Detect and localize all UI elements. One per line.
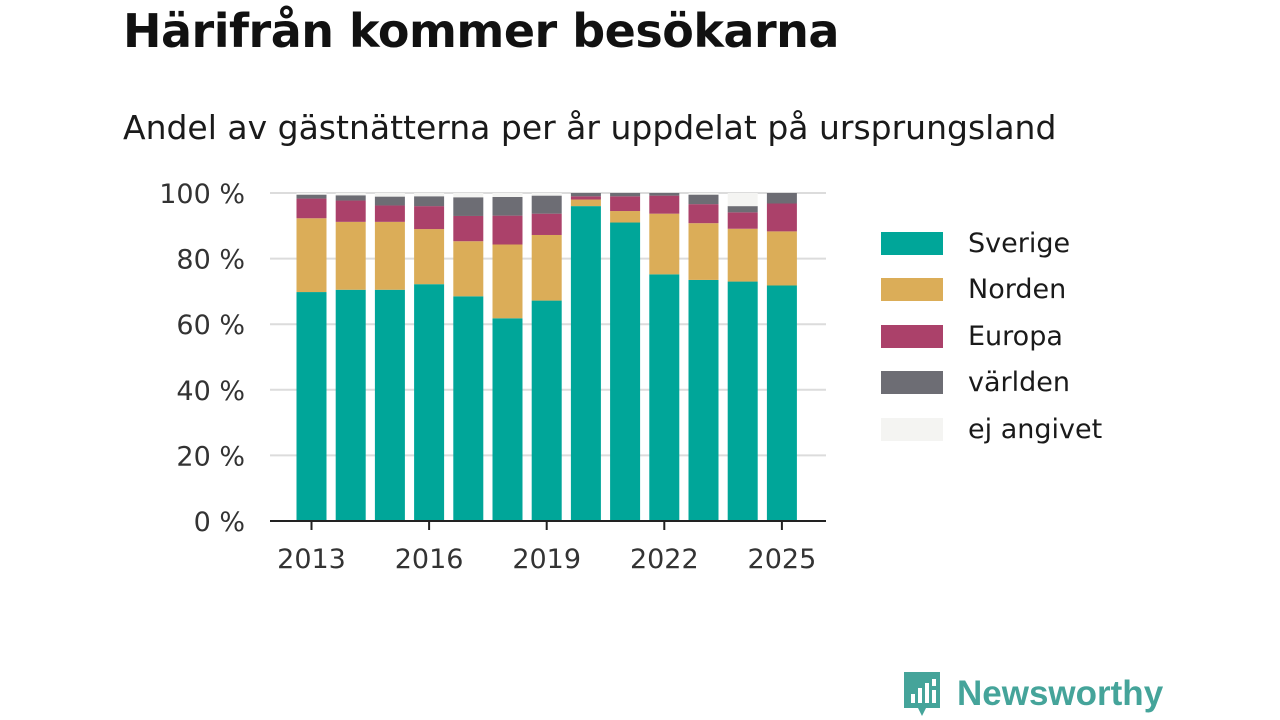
legend-swatch-norden	[881, 278, 943, 302]
bar-segment	[414, 229, 445, 285]
legend-item-europa: Europa	[881, 313, 1102, 360]
legend-label-norden: Norden	[968, 274, 1067, 306]
x-tick-label: 2016	[395, 544, 464, 575]
bar-segment	[335, 195, 366, 201]
legend-label-sverige: Sverige	[968, 227, 1071, 259]
chart-subtitle: Andel av gästnätterna per år uppdelat på…	[123, 108, 1057, 147]
legend-label-europa: Europa	[968, 320, 1063, 352]
legend: Sverige Norden Europa världen ej angivet	[881, 220, 1102, 453]
bar-segment	[610, 222, 641, 521]
bar-segment	[570, 206, 601, 521]
legend-swatch-varlden	[881, 371, 943, 395]
legend-item-sverige: Sverige	[881, 220, 1102, 267]
bar-segment	[335, 221, 366, 290]
bar-segment	[414, 284, 445, 521]
x-tick-label: 2013	[277, 544, 346, 575]
bar-segment	[492, 318, 523, 521]
bar-segment	[531, 300, 562, 521]
y-tick-label: 40 %	[176, 376, 245, 407]
bar-segment	[688, 279, 719, 521]
bar-segment	[688, 204, 719, 224]
bar-segment	[453, 296, 484, 521]
bar-segment	[766, 231, 797, 286]
bar-segment	[610, 196, 641, 212]
legend-label-varlden: världen	[968, 367, 1070, 399]
bar-segment	[374, 196, 405, 206]
bar-segment	[374, 205, 405, 222]
bar-segment	[688, 193, 719, 195]
bar-segment	[374, 289, 405, 521]
bar-segment	[492, 196, 523, 216]
legend-item-norden: Norden	[881, 267, 1102, 314]
bar-segment	[492, 193, 523, 197]
legend-item-varlden: världen	[881, 360, 1102, 407]
bar-segment	[414, 206, 445, 230]
bar-segment	[610, 211, 641, 223]
bar-segment	[414, 196, 445, 207]
axes: 0 % 20 % 40 % 60 % 80 % 100 % 2013 2016 2019 2022…	[159, 179, 826, 575]
bar-segment	[570, 199, 601, 207]
bar-segment	[296, 198, 327, 219]
bar-segment	[335, 289, 366, 521]
bar-segment	[335, 193, 366, 196]
y-tick-label: 20 %	[176, 441, 245, 472]
y-tick-label: 60 %	[176, 310, 245, 341]
bar-segment	[766, 193, 797, 204]
legend-swatch-ej-angivet	[881, 417, 943, 441]
y-tick-label: 80 %	[176, 245, 245, 276]
bar-segment	[766, 285, 797, 521]
bar-segment	[296, 292, 327, 521]
bar-segment	[649, 195, 680, 214]
chart-title: Härifrån kommer besökarna	[123, 4, 839, 58]
bar-segment	[531, 193, 562, 196]
x-tick-label: 2025	[748, 544, 817, 575]
bar-segment	[727, 212, 758, 229]
bar-segment	[374, 193, 405, 197]
bar-segment	[688, 194, 719, 205]
x-tick-label: 2019	[512, 544, 581, 575]
bar-segment	[296, 193, 327, 195]
bar-segment	[570, 193, 601, 197]
bar-segment	[531, 213, 562, 235]
newsworthy-logo-icon	[904, 672, 940, 716]
bar-segment	[688, 223, 719, 280]
bar-segment	[296, 194, 327, 199]
bar-segment	[610, 193, 641, 197]
bar-segment	[649, 274, 680, 521]
bar-segment	[374, 221, 405, 290]
bar-segment	[296, 218, 327, 293]
legend-swatch-europa	[881, 324, 943, 348]
bar-segment	[453, 197, 484, 216]
legend-item-ej-angivet: ej angivet	[881, 406, 1102, 453]
bar-segment	[531, 234, 562, 301]
bar-segment	[335, 200, 366, 222]
bar-segment	[727, 281, 758, 521]
x-tick-label: 2022	[630, 544, 699, 575]
bar-segment	[453, 193, 484, 198]
bar-segment	[727, 228, 758, 282]
newsworthy-brand: Newsworthy	[902, 670, 1163, 718]
bar-segment	[649, 193, 680, 196]
bar-segment	[492, 215, 523, 245]
bar-segment	[570, 196, 601, 200]
bar-segment	[531, 195, 562, 214]
bar-segment	[453, 215, 484, 242]
bar-segment	[492, 244, 523, 319]
bar-segment	[766, 203, 797, 232]
legend-label-ej-angivet: ej angivet	[968, 413, 1103, 445]
bars	[296, 193, 797, 521]
y-tick-label: 0 %	[194, 507, 245, 538]
legend-swatch-sverige	[881, 231, 943, 255]
y-tick-label: 100 %	[159, 179, 245, 210]
bar-segment	[414, 193, 445, 197]
bar-segment	[453, 241, 484, 297]
bar-segment	[649, 213, 680, 275]
bar-segment	[727, 206, 758, 213]
bar-segment	[727, 193, 758, 207]
brand-label: Newsworthy	[957, 674, 1164, 713]
